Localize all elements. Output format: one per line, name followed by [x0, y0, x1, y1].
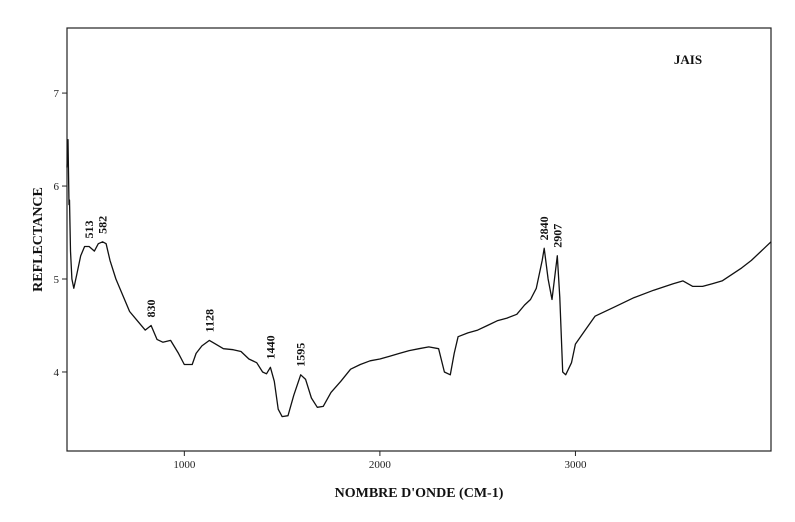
x-tick-label: 2000	[369, 459, 392, 471]
peak-label: 1595	[294, 343, 308, 367]
peak-label: 1440	[263, 335, 277, 359]
x-tick-label: 1000	[173, 459, 196, 471]
y-tick-label: 5	[54, 274, 60, 286]
peak-label: 2907	[550, 224, 564, 248]
peak-label: 1128	[202, 309, 216, 332]
y-tick-label: 7	[54, 88, 60, 100]
x-axis-title: NOMBRE D'ONDE (CM-1)	[335, 486, 504, 501]
spectrum-line	[66, 138, 772, 418]
peak-labels: 513 582 830 1128 1440 1595 2840 2907	[82, 216, 564, 367]
y-tick-label: 4	[54, 367, 60, 379]
chart-title: JAIS	[674, 52, 702, 67]
peak-label: 830	[144, 299, 158, 317]
peak-label: 513	[82, 220, 96, 238]
y-axis-title: REFLECTANCE	[31, 187, 46, 292]
x-tick-label: 3000	[564, 459, 587, 471]
peak-label: 2840	[537, 216, 551, 240]
y-tick-label: 6	[54, 181, 60, 193]
peak-label: 582	[96, 216, 110, 234]
plot-frame	[66, 27, 772, 452]
y-axis-ticks: 4 5 6 7	[54, 88, 67, 379]
x-axis-ticks: 1000 2000 3000	[173, 451, 587, 471]
